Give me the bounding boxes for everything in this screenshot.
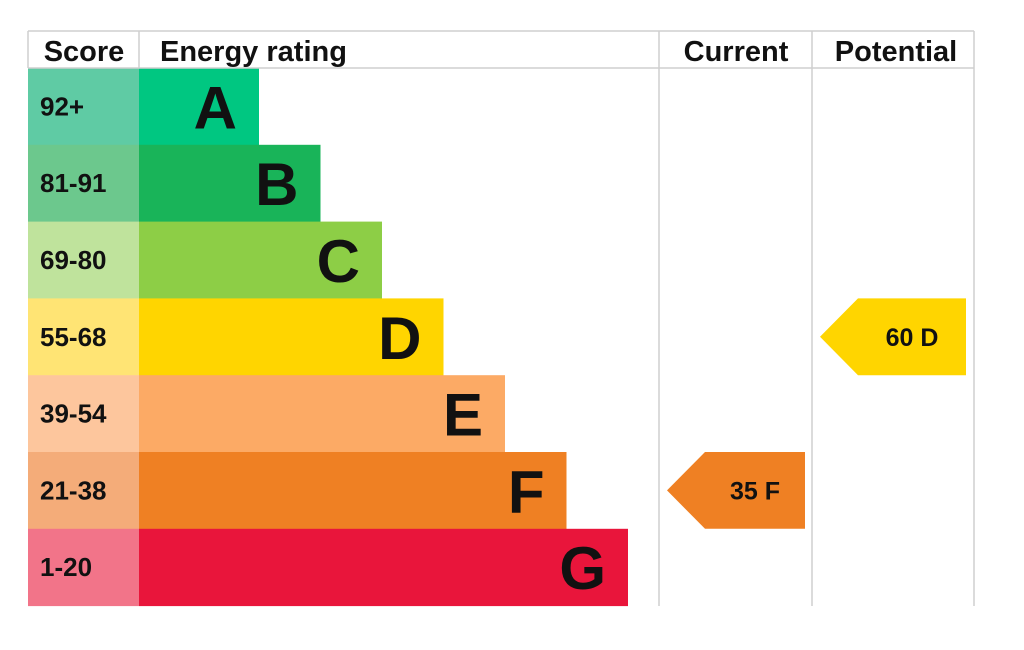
score-cell-g	[28, 528, 139, 607]
score-cell-d	[28, 298, 139, 376]
band-letter-c: C	[317, 228, 360, 295]
potential-arrow	[820, 298, 966, 376]
header-energy-rating: Energy rating	[160, 36, 347, 68]
header-current: Current	[684, 36, 789, 68]
potential-rating-label: 60 D	[886, 324, 939, 352]
score-cell-e	[28, 375, 139, 453]
band-letter-e: E	[443, 382, 483, 449]
score-cell-c	[28, 221, 139, 299]
band-letter-f: F	[508, 458, 545, 525]
band-bar-c	[139, 221, 382, 299]
score-label-g: 1-20	[40, 552, 92, 582]
score-cell-b	[28, 144, 139, 223]
score-label-c: 69-80	[40, 245, 107, 275]
header-potential: Potential	[835, 36, 957, 68]
band-bar-d	[139, 298, 444, 376]
band-letter-b: B	[255, 151, 298, 218]
score-label-a: 92+	[40, 91, 84, 121]
band-letter-g: G	[559, 535, 606, 602]
score-cell-a	[28, 68, 139, 146]
band-bar-a	[139, 68, 259, 146]
band-bar-f	[139, 452, 567, 530]
score-label-f: 21-38	[40, 475, 107, 505]
band-bar-e	[139, 375, 505, 453]
current-arrow	[667, 452, 805, 529]
band-letter-d: D	[378, 305, 421, 372]
band-letter-a: A	[194, 74, 237, 141]
score-label-d: 55-68	[40, 322, 107, 352]
score-label-b: 81-91	[40, 168, 107, 198]
band-bar-g	[139, 528, 628, 607]
current-rating-label: 35 F	[730, 477, 780, 505]
score-cell-f	[28, 452, 139, 530]
header-score: Score	[44, 36, 125, 68]
band-bar-b	[139, 144, 321, 223]
score-label-e: 39-54	[40, 399, 107, 429]
